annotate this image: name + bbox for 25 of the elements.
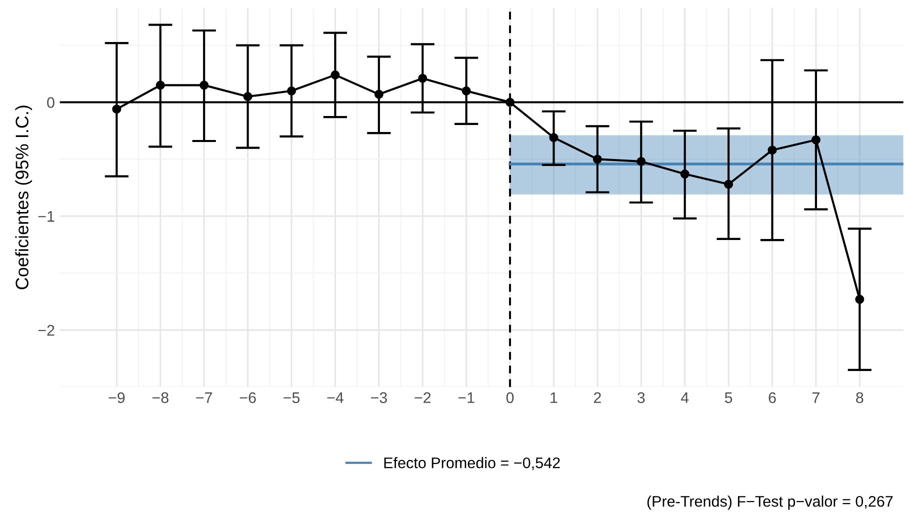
x-tick-label: 4 — [680, 392, 689, 403]
x-tick-label: 0 — [506, 392, 514, 404]
x-tick-label: −7 — [196, 392, 212, 403]
point — [506, 98, 515, 107]
y-tick-label: 0 — [47, 97, 54, 108]
x-tick-label: −3 — [370, 392, 387, 404]
y-tick-label: −2 — [38, 324, 54, 336]
x-tick-label: −9 — [108, 392, 125, 404]
y-axis-title: Coeficientes (95% I.C.) — [15, 106, 32, 290]
x-tick-label: 6 — [768, 392, 776, 404]
x-tick-label: −2 — [414, 392, 431, 403]
x-tick-label: −5 — [284, 392, 300, 404]
y-tick-label: −1 — [38, 211, 54, 222]
x-tick-label: 1 — [550, 392, 558, 403]
legend-label: Efecto Promedio = −0,542 — [384, 457, 560, 470]
x-tick-label: 5 — [724, 392, 732, 404]
x-tick-label: −8 — [152, 392, 168, 404]
x-tick-label: 3 — [637, 392, 645, 404]
x-tick-label: 8 — [856, 392, 864, 404]
x-tick-label: 2 — [594, 392, 601, 403]
x-tick-label: −1 — [458, 392, 474, 403]
x-tick-label: −6 — [240, 392, 256, 404]
x-tick-label: −4 — [327, 392, 344, 403]
x-tick-label: 7 — [812, 392, 820, 403]
text: (Pre-Trends) F−Test p−valor = 0,267 — [647, 496, 893, 510]
